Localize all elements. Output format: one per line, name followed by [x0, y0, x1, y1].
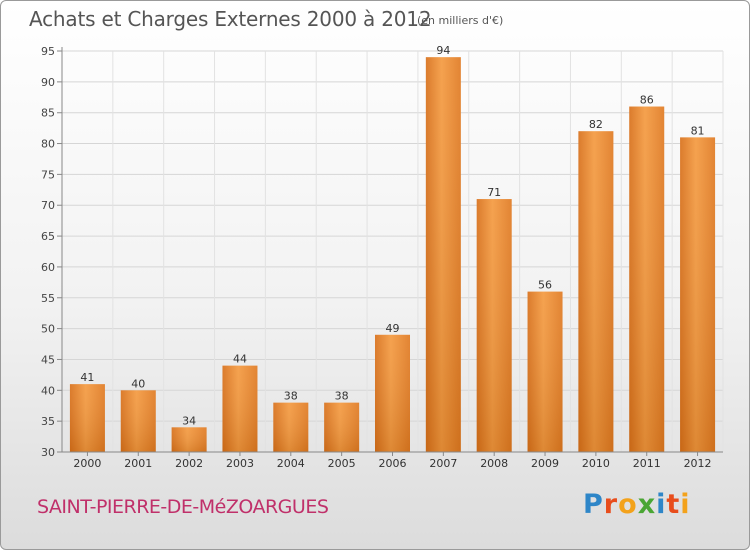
y-tick-label: 85 — [41, 107, 55, 120]
x-tick-label: 2010 — [582, 457, 610, 470]
bars-layer — [69, 57, 716, 453]
y-tick-label: 50 — [41, 323, 55, 336]
x-tick-label: 2011 — [633, 457, 661, 470]
bar-value-label: 49 — [386, 322, 400, 335]
bar-shade — [171, 427, 207, 452]
bar-shade — [273, 402, 309, 452]
chart-title: Achats et Charges Externes 2000 à 2012 — [29, 7, 432, 31]
bar-value-label: 34 — [182, 414, 196, 427]
bar-shade — [375, 334, 410, 452]
bar-shade — [578, 131, 614, 452]
x-tick-label: 2012 — [684, 457, 712, 470]
bar-value-label: 56 — [538, 279, 552, 292]
bar-shade — [476, 199, 512, 452]
bar-shade — [629, 106, 665, 453]
bar-value-label: 82 — [589, 118, 603, 131]
logo-letter: x — [637, 489, 657, 520]
y-tick-label: 40 — [41, 384, 55, 397]
chart-unit-note: (en milliers d'€) — [417, 14, 504, 27]
x-tick-label: 2003 — [226, 457, 254, 470]
bar-value-label: 41 — [80, 371, 94, 384]
y-tick-label: 70 — [41, 199, 55, 212]
y-tick-label: 65 — [41, 230, 55, 243]
x-tick-label: 2001 — [124, 457, 152, 470]
logo-letter: i — [680, 489, 691, 520]
bar-shade — [69, 384, 105, 452]
logo-letter: P — [583, 489, 604, 520]
bar-shade — [324, 402, 360, 452]
y-tick-label: 30 — [41, 446, 55, 459]
x-tick-label: 2009 — [531, 457, 559, 470]
y-tick-label: 80 — [41, 138, 55, 151]
logo-letter: i — [656, 489, 667, 520]
bar-shade — [527, 291, 563, 452]
axes-layer — [57, 47, 723, 456]
y-tick-label: 45 — [41, 353, 55, 366]
x-tick-label: 2006 — [379, 457, 407, 470]
x-tick-label: 2002 — [175, 457, 203, 470]
bar-shade — [425, 57, 461, 453]
bar-shade — [120, 390, 156, 452]
y-tick-label: 60 — [41, 261, 55, 274]
bar-shade — [680, 137, 716, 452]
x-tick-label: 2008 — [480, 457, 508, 470]
y-tick-label: 75 — [41, 168, 55, 181]
y-tick-label: 95 — [41, 45, 55, 58]
x-tick-label: 2007 — [429, 457, 457, 470]
bar-value-label: 94 — [436, 44, 450, 57]
proxiti-logo: Proxiti — [583, 489, 691, 520]
labels-layer: 30 35 40 45 50 55 60 65 70 75 80 85 90 95 41 2000 40 2001… — [41, 44, 712, 470]
y-tick-label: 90 — [41, 76, 55, 89]
bar-value-label: 38 — [335, 390, 349, 403]
commune-name: SAINT-PIERRE-DE-MéZOARGUES — [37, 496, 329, 518]
x-tick-label: 2004 — [277, 457, 305, 470]
logo-letter: t — [666, 489, 681, 520]
bar-value-label: 38 — [284, 390, 298, 403]
bar-value-label: 44 — [233, 353, 247, 366]
logo-letter: r — [603, 489, 619, 520]
bar-shade — [222, 365, 258, 452]
bar-value-label: 86 — [640, 94, 654, 107]
bar-value-label: 81 — [691, 124, 705, 137]
logo-letter: o — [618, 489, 638, 520]
y-tick-label: 35 — [41, 415, 55, 428]
y-tick-label: 55 — [41, 292, 55, 305]
bar-value-label: 40 — [131, 377, 145, 390]
x-tick-label: 2005 — [328, 457, 356, 470]
x-tick-label: 2000 — [73, 457, 101, 470]
bar-value-label: 71 — [487, 186, 501, 199]
